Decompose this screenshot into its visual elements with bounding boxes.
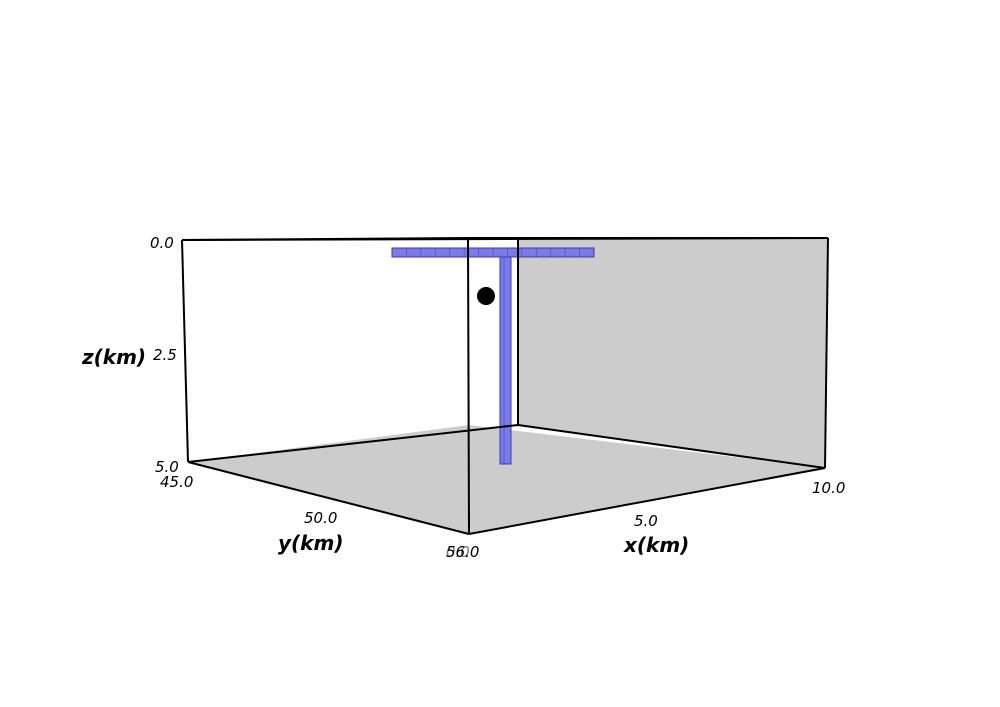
x-tick-0: 5.0 [634, 512, 658, 530]
edge-floor-left-front [187, 461, 470, 535]
edge-floor-left-back [187, 424, 519, 463]
column-body [499, 256, 512, 465]
edge-left-vertical [181, 239, 189, 463]
z-tick-0: 0.0 [150, 234, 174, 252]
edge-right-vertical [824, 237, 829, 469]
y-tick-1: 50.0 [304, 509, 337, 527]
x-tick-1: 10.0 [812, 479, 845, 497]
y-tick-overlap: 0.0 [446, 543, 470, 561]
edge-floor-right-back [517, 424, 826, 469]
vertical-fault-column [499, 256, 512, 465]
x-axis-title: x(km) [623, 533, 689, 557]
floor-pane [188, 425, 825, 534]
edge-front-vertical [467, 237, 470, 535]
y-tick-2: 56.0 [446, 543, 479, 561]
slab-cell-lines [406, 248, 580, 257]
y-axis-title: y(km) [278, 531, 343, 555]
edge-top-front [181, 237, 829, 241]
back-wall-pane [518, 238, 828, 468]
event-marker [477, 287, 495, 305]
z-axis-title: z(km) [81, 345, 146, 369]
box-edges [181, 237, 829, 535]
horizontal-fault-slab [391, 247, 595, 258]
y-tick-0: 45.0 [160, 473, 193, 491]
z-tick-2: 5.0 [155, 458, 179, 476]
edge-floor-right-front [468, 467, 826, 535]
z-tick-1: 2.5 [153, 346, 177, 364]
